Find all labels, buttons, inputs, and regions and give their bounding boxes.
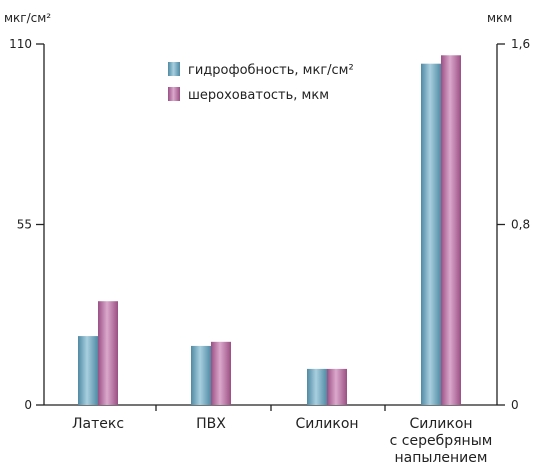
category-label-line: Силикон: [295, 416, 358, 432]
legend-swatch-hydrophobicity: [168, 62, 180, 76]
legend: гидрофобность, мкг/см² шероховатость, мк…: [168, 62, 354, 103]
bar-hydrophobicity: [307, 368, 327, 405]
left-axis: мкг/см² 0 55 110: [4, 11, 51, 412]
bar-hydrophobicity: [421, 63, 441, 405]
category-label-line: Латекс: [72, 416, 124, 432]
right-tick-label: 1,6: [511, 37, 530, 51]
right-axis-unit-label: мкм: [487, 11, 512, 25]
bar-roughness: [327, 368, 347, 405]
category-label-line: Силикон: [409, 416, 472, 432]
category-label-line: с серебряным: [390, 433, 493, 449]
category-label: ПВХ: [196, 416, 226, 432]
right-axis: мкм 0 0,8 1,6: [487, 11, 530, 412]
legend-label-hydrophobicity: гидрофобность, мкг/см²: [188, 63, 354, 78]
category-label: Силикон: [295, 416, 358, 432]
left-axis-unit-label: мкг/см²: [4, 11, 51, 25]
legend-label-roughness: шероховатость, мкм: [188, 88, 329, 103]
category-label-line: напылением: [395, 450, 488, 464]
left-tick-label: 0: [24, 398, 32, 412]
x-axis-ticks: [155, 405, 386, 411]
bar-roughness: [211, 341, 231, 405]
bar-roughness: [98, 301, 118, 405]
bar-roughness: [441, 55, 461, 405]
bar-hydrophobicity: [78, 336, 98, 405]
left-tick-label: 55: [17, 218, 32, 232]
left-axis-ticks: 0 55 110: [9, 37, 44, 412]
legend-swatch-roughness: [168, 87, 180, 101]
category-label: Латекс: [72, 416, 124, 432]
left-tick-label: 110: [9, 37, 32, 51]
right-axis-ticks: 0 0,8 1,6: [497, 37, 530, 412]
category-label-line: ПВХ: [196, 416, 226, 432]
x-axis-labels: Латекс ПВХ Силикон Силикон с серебряным напыл…: [72, 416, 492, 464]
category-label: Силикон с серебряным напылением: [390, 416, 493, 464]
x-axis: Латекс ПВХ Силикон Силикон с серебряным напыл…: [44, 404, 497, 464]
right-tick-label: 0: [511, 398, 519, 412]
bars: [78, 55, 461, 405]
bar-hydrophobicity: [191, 345, 211, 405]
right-tick-label: 0,8: [511, 218, 530, 232]
